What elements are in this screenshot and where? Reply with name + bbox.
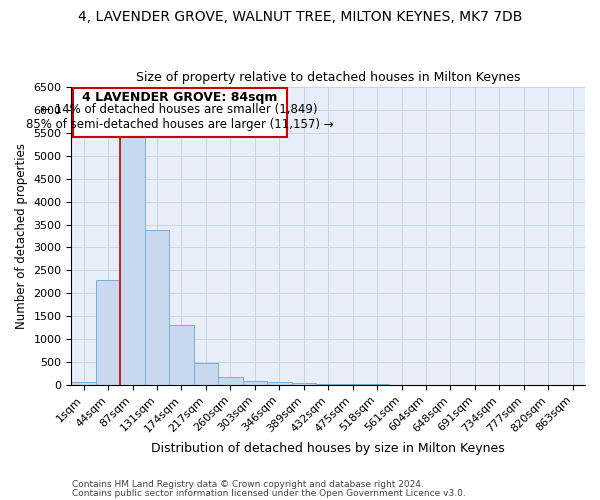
Text: ← 14% of detached houses are smaller (1,849): ← 14% of detached houses are smaller (1,… — [41, 102, 318, 116]
Bar — [340, 384, 365, 385]
Bar — [121, 136, 145, 385]
Title: Size of property relative to detached houses in Milton Keynes: Size of property relative to detached ho… — [136, 72, 520, 85]
Text: 4 LAVENDER GROVE: 84sqm: 4 LAVENDER GROVE: 84sqm — [82, 91, 277, 104]
X-axis label: Distribution of detached houses by size in Milton Keynes: Distribution of detached houses by size … — [151, 442, 505, 455]
Text: 4, LAVENDER GROVE, WALNUT TREE, MILTON KEYNES, MK7 7DB: 4, LAVENDER GROVE, WALNUT TREE, MILTON K… — [78, 10, 522, 24]
Y-axis label: Number of detached properties: Number of detached properties — [15, 143, 28, 329]
Bar — [71, 382, 96, 385]
FancyBboxPatch shape — [73, 88, 287, 138]
Bar — [218, 377, 242, 385]
Text: Contains public sector information licensed under the Open Government Licence v3: Contains public sector information licen… — [72, 490, 466, 498]
Bar — [145, 230, 169, 385]
Bar — [96, 280, 121, 385]
Bar — [194, 363, 218, 385]
Bar — [365, 384, 389, 385]
Bar — [316, 384, 340, 385]
Bar — [292, 382, 316, 385]
Text: 85% of semi-detached houses are larger (11,157) →: 85% of semi-detached houses are larger (… — [26, 118, 334, 130]
Bar — [242, 380, 267, 385]
Bar — [169, 325, 194, 385]
Bar — [267, 382, 292, 385]
Text: Contains HM Land Registry data © Crown copyright and database right 2024.: Contains HM Land Registry data © Crown c… — [72, 480, 424, 489]
